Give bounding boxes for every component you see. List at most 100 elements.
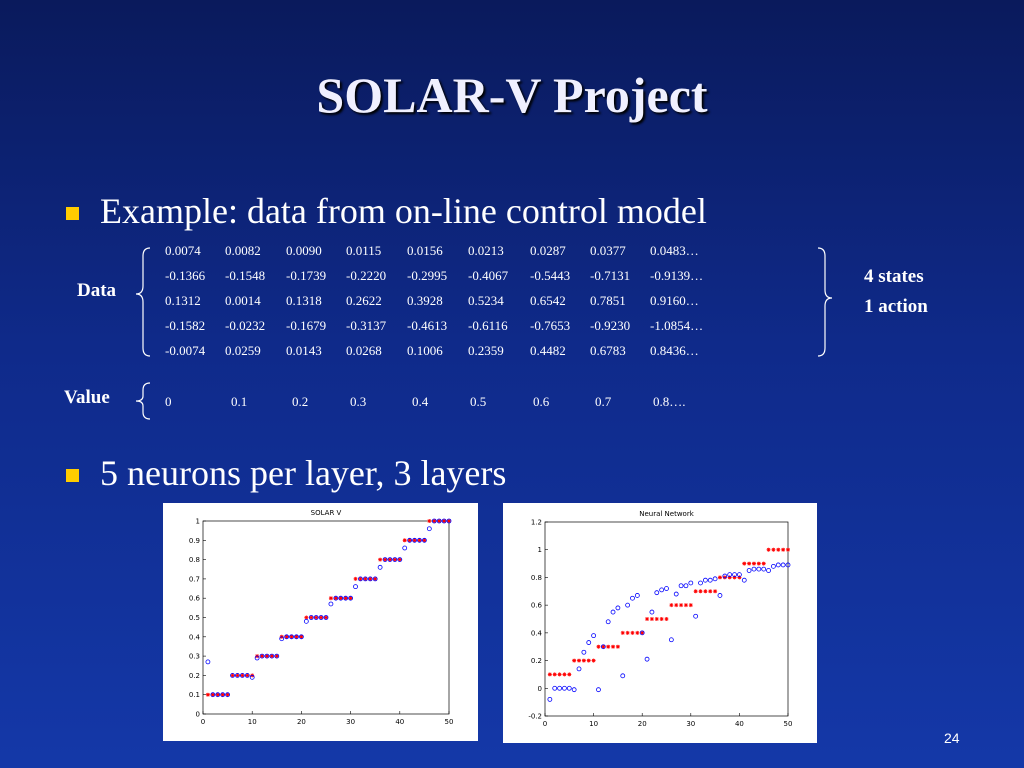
data-point (378, 557, 383, 562)
y-tick-label: 1 (196, 518, 200, 526)
data-point (308, 615, 314, 620)
table-cell: -0.7131 (590, 268, 631, 283)
data-point (654, 617, 659, 621)
data-point (639, 630, 645, 636)
data-point (601, 644, 606, 649)
table-cell: 0.2359 (468, 343, 504, 358)
x-tick-label: 20 (638, 720, 647, 728)
data-point (557, 672, 562, 677)
y-tick-label: 0.4 (531, 629, 543, 637)
data-point (737, 575, 742, 580)
data-point (620, 673, 626, 679)
data-point (678, 583, 684, 589)
data-point (387, 557, 393, 562)
bullet-marker (66, 469, 79, 482)
data-point (205, 692, 210, 697)
data-point (392, 557, 398, 562)
data-point (244, 672, 250, 678)
data-point (289, 634, 294, 639)
table-cell: 0.0483… (650, 243, 699, 258)
data-point (225, 692, 230, 697)
table-cell: -0.2995 (407, 268, 448, 283)
data-point (702, 577, 708, 583)
data-point (761, 566, 767, 572)
data-point (567, 672, 572, 677)
value-cell: 0 (165, 394, 172, 409)
x-tick-label: 40 (735, 720, 744, 728)
table-cell: 0.4482 (530, 343, 566, 358)
data-point (664, 586, 669, 591)
table-cell: -0.9139… (650, 268, 704, 283)
data-point (362, 576, 368, 582)
table-cell: -0.4067 (468, 268, 509, 283)
data-point (269, 654, 274, 659)
data-point (358, 576, 363, 582)
data-point (353, 576, 358, 581)
data-point (309, 615, 314, 620)
y-tick-label: 0.2 (189, 672, 200, 680)
data-point (649, 609, 655, 615)
brace (135, 247, 151, 357)
data-point (736, 572, 742, 578)
data-point (441, 518, 447, 524)
data-point (615, 644, 620, 649)
data-point (284, 634, 289, 639)
data-point (220, 692, 226, 698)
data-point (314, 615, 319, 620)
data-point (703, 589, 708, 594)
bullet-marker (66, 207, 79, 220)
data-point (645, 617, 650, 621)
data-point (615, 605, 621, 611)
data-point (235, 673, 240, 678)
data-point (303, 618, 309, 624)
data-point (761, 561, 766, 566)
data-point (576, 666, 582, 672)
table-cell: 0.1312 (165, 293, 201, 308)
table-cell: 0.8436… (650, 343, 699, 358)
data-point (422, 538, 427, 543)
data-point (328, 601, 334, 607)
data-point (552, 685, 558, 691)
data-point (659, 617, 664, 621)
y-tick-label: -0.2 (528, 713, 542, 721)
value-cell: 0.8…. (653, 394, 686, 409)
y-tick-label: 0 (196, 711, 200, 719)
data-point (683, 603, 688, 608)
data-point (674, 603, 679, 608)
chart-title: Neural Network (639, 510, 694, 518)
data-point (421, 537, 427, 543)
y-tick-label: 0 (538, 685, 542, 693)
data-point (635, 630, 640, 635)
data-point (431, 518, 437, 524)
table-cell: -0.1679 (286, 318, 327, 333)
x-tick-label: 40 (395, 718, 404, 726)
table-cell: -0.1366 (165, 268, 206, 283)
data-point (654, 590, 660, 596)
data-point (766, 547, 771, 552)
table-cell: -0.0074 (165, 343, 206, 358)
data-point (446, 518, 452, 524)
table-cell: 0.0259 (225, 343, 261, 358)
data-point (215, 692, 220, 697)
data-point (382, 557, 388, 562)
data-point (771, 563, 776, 569)
data-point (294, 634, 299, 639)
table-cell: 0.0014 (225, 293, 261, 308)
table-cell: 0.6542 (530, 293, 566, 308)
data-point (328, 596, 333, 601)
data-point (274, 654, 279, 659)
table-cell: 0.9160… (650, 293, 699, 308)
y-tick-label: 0.4 (189, 633, 201, 641)
data-point (210, 692, 215, 697)
data-point (640, 630, 645, 635)
y-tick-label: 0.1 (189, 691, 200, 699)
data-point (343, 595, 349, 601)
data-point (432, 519, 437, 523)
data-point (552, 672, 557, 677)
value-cell: 0.3 (350, 394, 367, 409)
data-point (447, 519, 451, 523)
data-point (279, 636, 285, 642)
data-point (707, 577, 713, 583)
data-point (673, 591, 679, 597)
